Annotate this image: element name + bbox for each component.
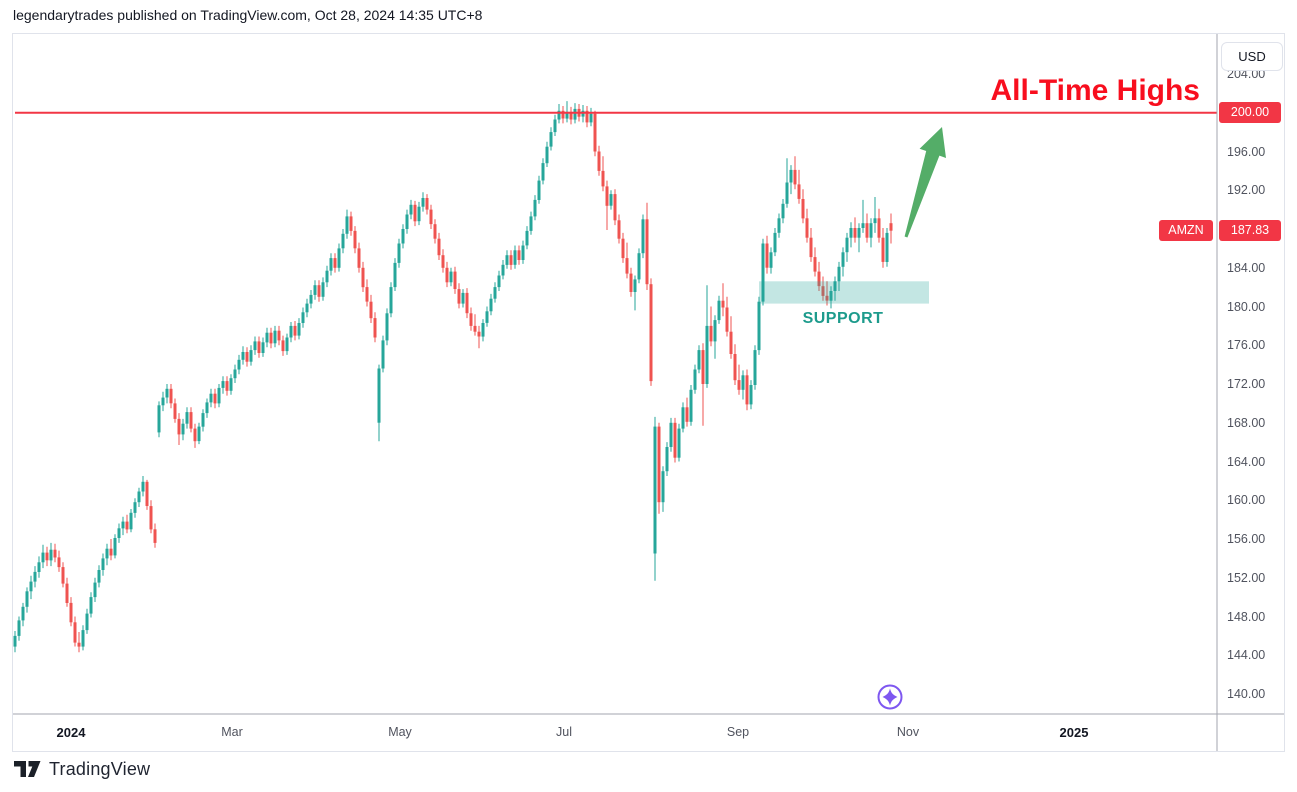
chart-annotations <box>15 111 1217 710</box>
attribution-text: legendarytrades published on TradingView… <box>13 7 483 23</box>
ath-price-badge: 200.00 <box>1219 102 1281 124</box>
price-tick: 160.00 <box>1227 493 1266 508</box>
price-tick: 168.00 <box>1227 415 1266 430</box>
price-tick: 164.00 <box>1227 454 1266 469</box>
support-label: SUPPORT <box>802 310 884 327</box>
time-tick: 2025 <box>1059 725 1089 740</box>
support-zone <box>759 281 929 304</box>
candlestick-series <box>13 101 893 653</box>
current-price-badge: 187.83 <box>1219 220 1281 242</box>
price-scale[interactable]: 204.00 196.00 192.00 184.00 180.00 176.00 172.… <box>1217 34 1284 715</box>
price-tick: 172.00 <box>1227 377 1266 391</box>
time-tick: Jul <box>556 725 572 739</box>
time-tick: 2024 <box>56 725 86 740</box>
price-tick: 140.00 <box>1227 687 1266 701</box>
price-tick: 184.00 <box>1227 260 1266 275</box>
time-tick: Sep <box>726 725 750 739</box>
currency-usd-button[interactable]: USD <box>1221 42 1283 71</box>
price-tick: 176.00 <box>1227 338 1266 353</box>
time-tick: May <box>388 725 412 739</box>
sparkle-icon <box>877 684 903 710</box>
axis-lines <box>13 34 1284 751</box>
price-tick: 156.00 <box>1227 532 1266 546</box>
all-time-highs-label: All-Time Highs <box>990 74 1200 107</box>
chart-widget: All-Time Highs SUPPORT USD 204.00 196.00 1… <box>12 33 1285 752</box>
chart-canvas[interactable] <box>13 34 1284 751</box>
time-tick: Nov <box>896 725 920 739</box>
price-tick: 144.00 <box>1227 648 1266 663</box>
tradingview-logo[interactable]: TradingView <box>14 759 150 780</box>
price-tick: 180.00 <box>1227 299 1266 314</box>
price-tick: 192.00 <box>1227 183 1266 198</box>
tradingview-wordmark: TradingView <box>49 759 151 779</box>
symbol-badge: AMZN <box>1159 220 1213 242</box>
price-tick: 196.00 <box>1227 144 1266 159</box>
price-tick: 152.00 <box>1227 570 1266 585</box>
price-tick: 148.00 <box>1227 609 1266 624</box>
up-trend-arrow <box>904 127 946 238</box>
time-scale[interactable]: 2024 Mar May Jul Sep Nov 2025 <box>13 715 1217 752</box>
sparkle-star <box>882 688 898 706</box>
time-tick: Mar <box>221 725 243 739</box>
tradingview-glyph-icon <box>14 761 41 777</box>
